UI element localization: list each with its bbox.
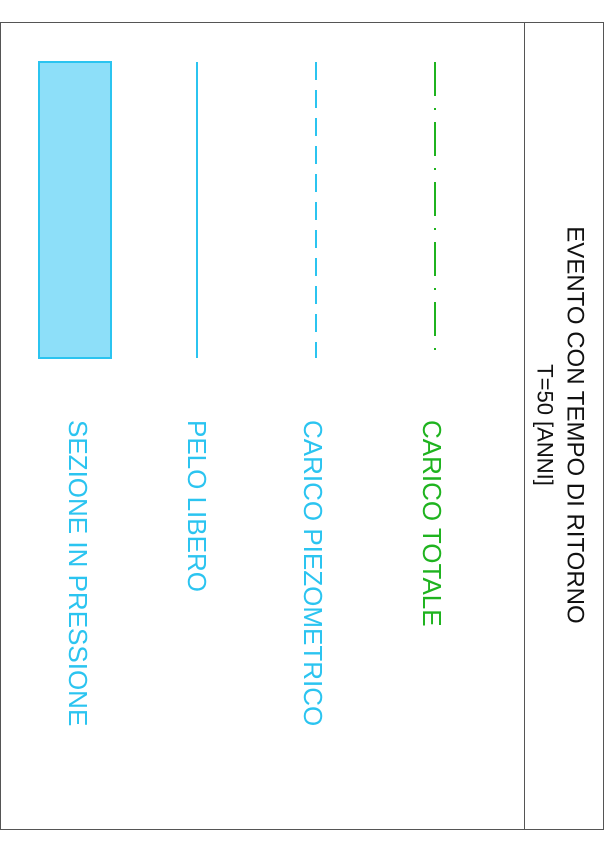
legend-label: SEZIONE IN PRESSIONE <box>63 420 93 726</box>
title: EVENTO CON TEMPO DI RITORNO <box>562 226 589 623</box>
legend-label: CARICO PIEZOMETRICO <box>298 420 328 726</box>
subtitle: T=50 [ANNI] <box>533 364 558 486</box>
legend-label: PELO LIBERO <box>182 420 212 592</box>
legend-label: CARICO TOTALE <box>417 420 447 627</box>
swatch-sezione-in-pressione <box>38 61 112 359</box>
